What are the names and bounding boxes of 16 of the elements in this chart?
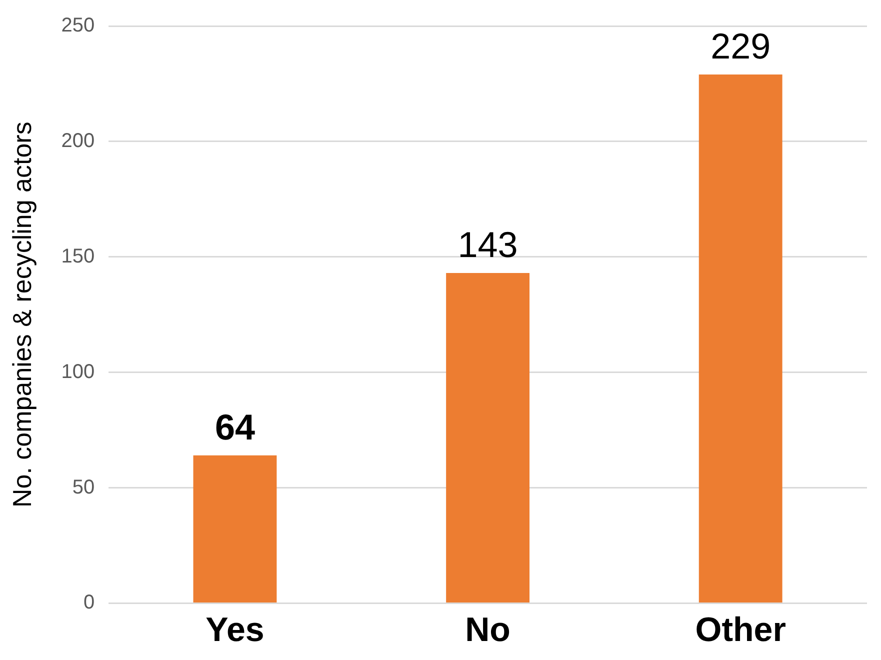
x-tick-label: Yes bbox=[206, 610, 264, 649]
data-label: 143 bbox=[458, 224, 518, 265]
x-tick-label: No bbox=[465, 610, 510, 649]
y-axis-title: No. companies & recycling actors bbox=[6, 122, 37, 508]
y-tick-label: 250 bbox=[61, 14, 95, 37]
bar bbox=[446, 273, 530, 602]
data-label: 64 bbox=[214, 406, 255, 448]
data-label: 229 bbox=[710, 25, 771, 66]
y-tick-label: 200 bbox=[61, 130, 95, 152]
y-tick-label: 0 bbox=[83, 592, 95, 614]
y-tick-label: 150 bbox=[61, 245, 95, 268]
x-tick-label: Other bbox=[695, 610, 786, 649]
bar bbox=[193, 455, 277, 602]
y-tick-label: 50 bbox=[72, 476, 95, 498]
y-tick-label: 100 bbox=[61, 360, 95, 383]
bar bbox=[698, 74, 782, 602]
